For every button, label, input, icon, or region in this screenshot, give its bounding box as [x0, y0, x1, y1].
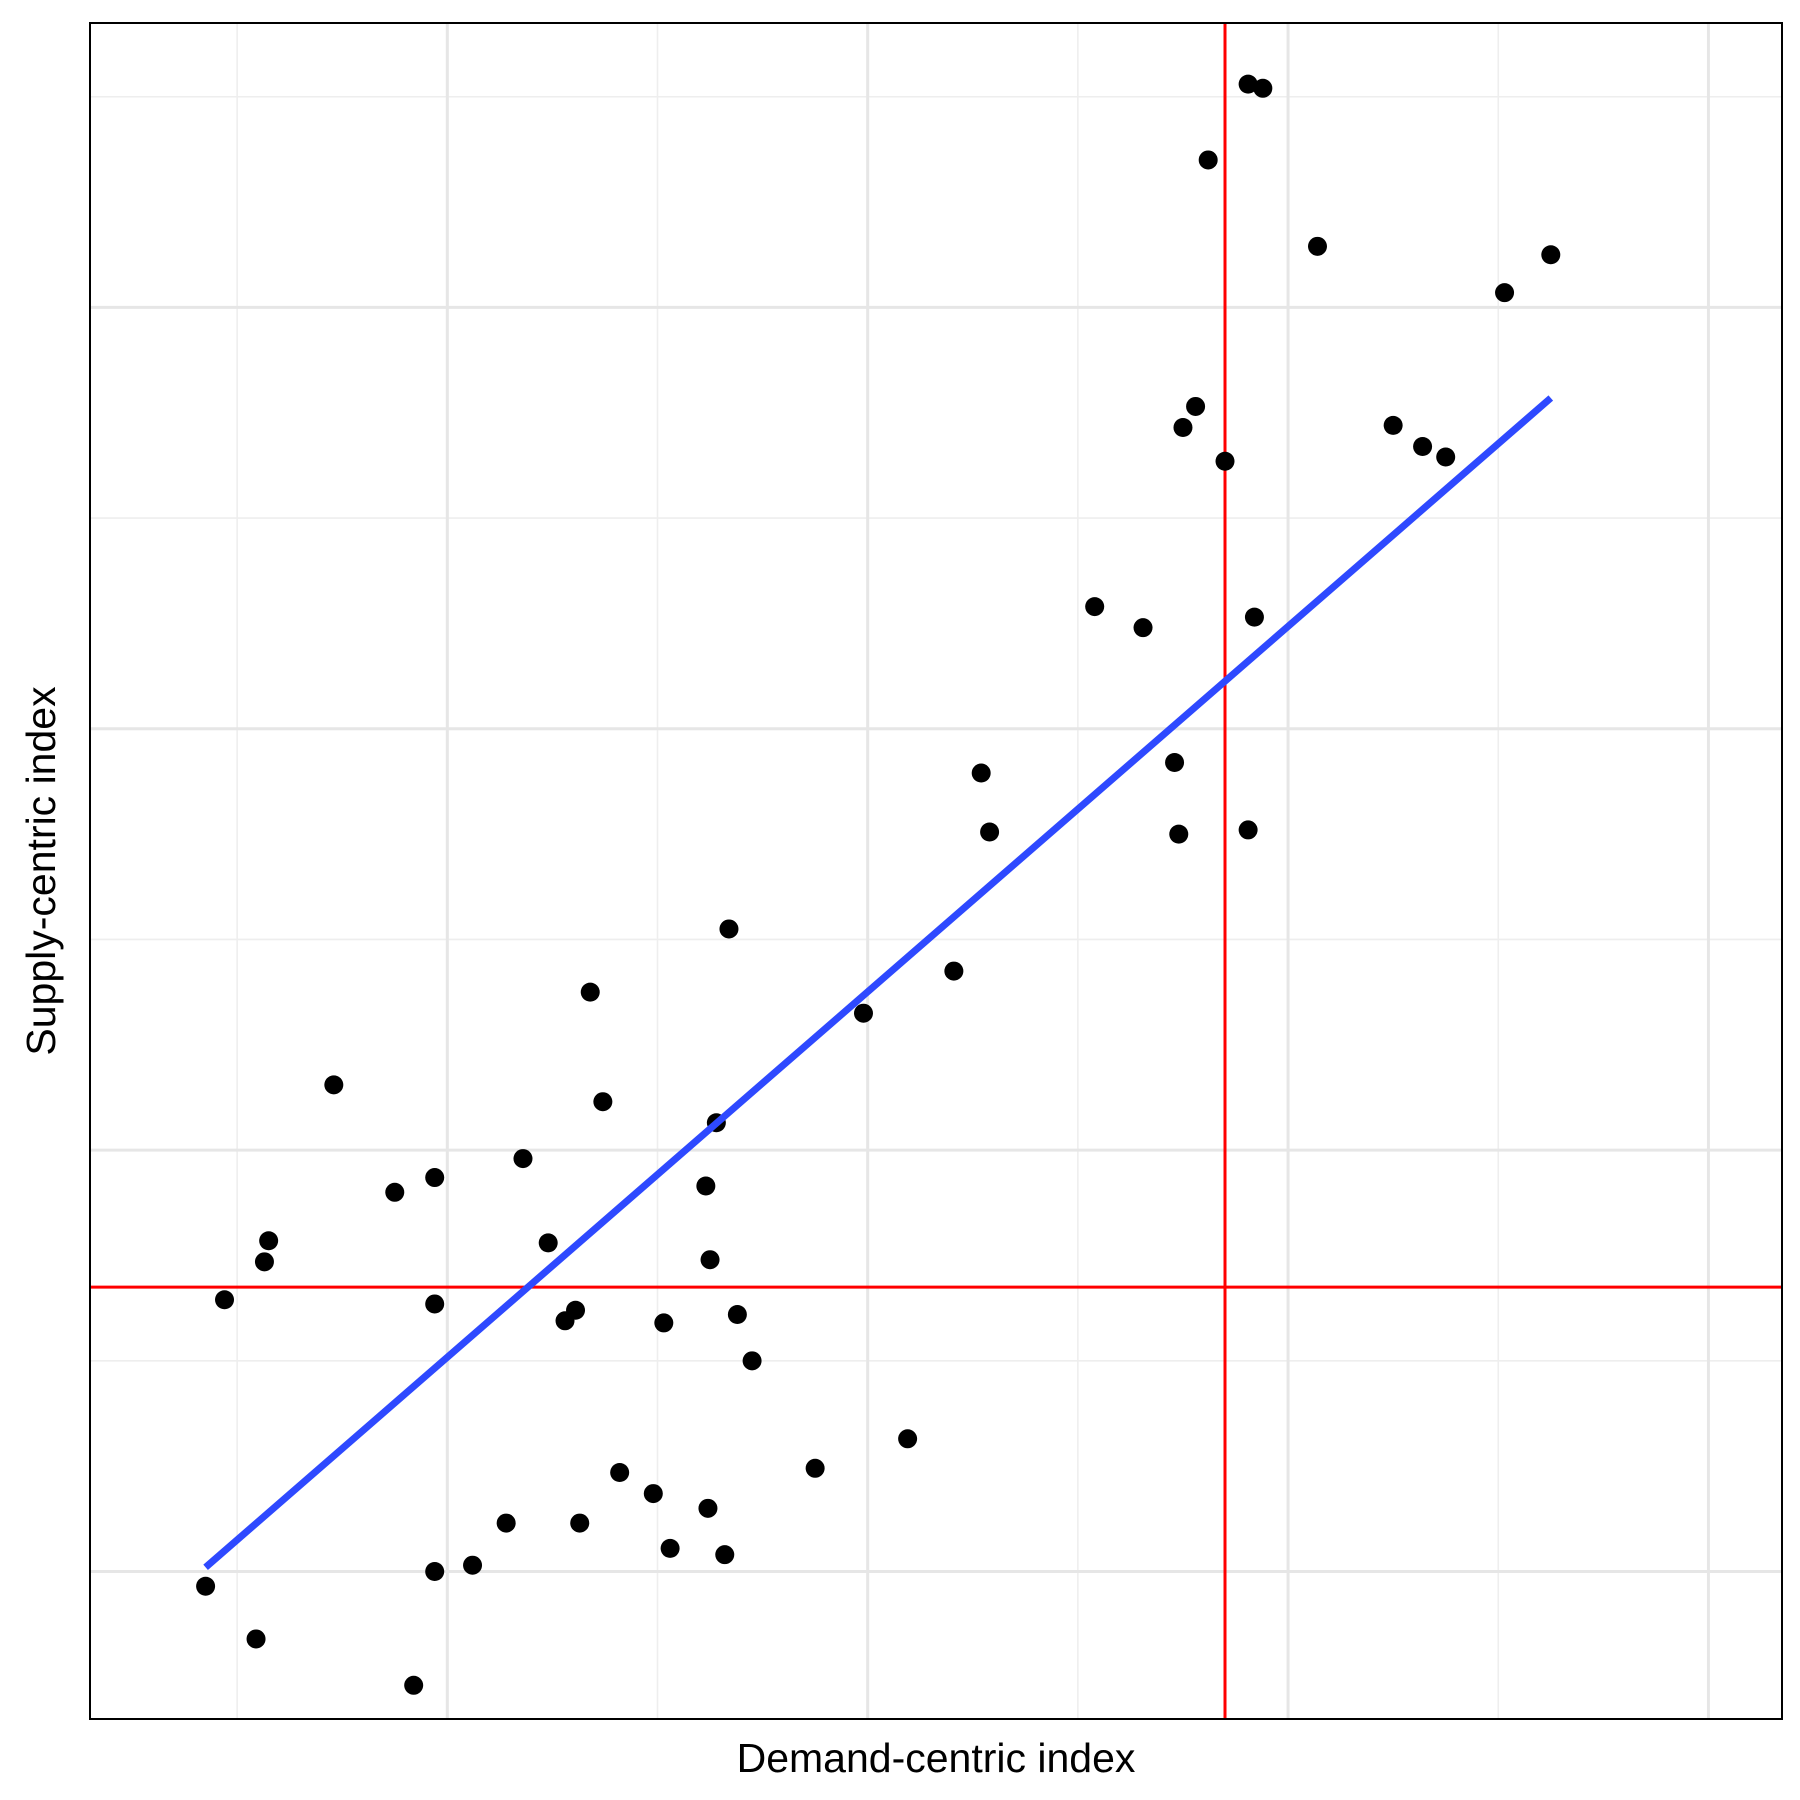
- data-point: [566, 1300, 586, 1320]
- data-point: [660, 1538, 680, 1558]
- data-point: [898, 1429, 918, 1449]
- data-point: [742, 1351, 762, 1371]
- data-point: [1495, 283, 1515, 303]
- data-point: [1198, 150, 1218, 170]
- y-axis-title: Supply-centric index: [18, 686, 64, 1056]
- data-point: [259, 1231, 279, 1251]
- data-point: [496, 1513, 516, 1533]
- data-point: [593, 1092, 613, 1112]
- data-point: [404, 1675, 424, 1695]
- data-point: [696, 1176, 716, 1196]
- data-point: [1133, 618, 1153, 638]
- data-point: [463, 1555, 483, 1575]
- data-point: [513, 1149, 533, 1169]
- data-point: [944, 961, 964, 981]
- data-point: [853, 1003, 873, 1023]
- gridlines: [90, 23, 1782, 1719]
- data-point: [196, 1576, 216, 1596]
- fit-line: [203, 395, 1554, 1570]
- data-point: [643, 1484, 663, 1504]
- panel-background: [90, 23, 1782, 1719]
- data-point: [1383, 415, 1403, 435]
- data-point: [715, 1545, 735, 1565]
- data-point: [610, 1463, 630, 1483]
- data-point: [1165, 752, 1185, 772]
- data-point: [425, 1294, 445, 1314]
- data-point: [1238, 820, 1258, 840]
- data-point: [971, 763, 991, 783]
- data-point: [1436, 447, 1456, 467]
- data-point: [719, 919, 739, 939]
- data-point: [1307, 236, 1327, 256]
- data-point: [1541, 245, 1561, 265]
- data-point: [1253, 78, 1273, 98]
- data-points: [196, 74, 1561, 1695]
- data-point: [215, 1290, 235, 1310]
- data-point: [385, 1182, 405, 1202]
- data-point: [324, 1075, 344, 1095]
- data-point: [980, 822, 1000, 842]
- data-point: [727, 1304, 747, 1324]
- data-point: [246, 1629, 266, 1649]
- data-point: [700, 1250, 720, 1270]
- data-point: [254, 1252, 274, 1272]
- data-point: [1169, 824, 1189, 844]
- data-point: [1085, 597, 1105, 617]
- data-point: [425, 1168, 445, 1188]
- data-point: [805, 1458, 825, 1478]
- fit-line-group: [203, 395, 1554, 1570]
- panel-border: [89, 22, 1783, 1720]
- data-point: [698, 1498, 718, 1518]
- data-point: [1238, 74, 1258, 94]
- data-point: [1186, 396, 1206, 416]
- data-point: [1413, 436, 1433, 456]
- reference-lines: [90, 23, 1782, 1719]
- data-point: [1215, 451, 1235, 471]
- data-point: [654, 1313, 674, 1333]
- data-point: [570, 1513, 590, 1533]
- data-point: [425, 1562, 445, 1582]
- x-axis-title: Demand-centric index: [737, 1735, 1136, 1781]
- data-point: [538, 1233, 558, 1253]
- data-point: [1173, 418, 1193, 438]
- data-point: [1244, 607, 1264, 627]
- data-point: [580, 982, 600, 1002]
